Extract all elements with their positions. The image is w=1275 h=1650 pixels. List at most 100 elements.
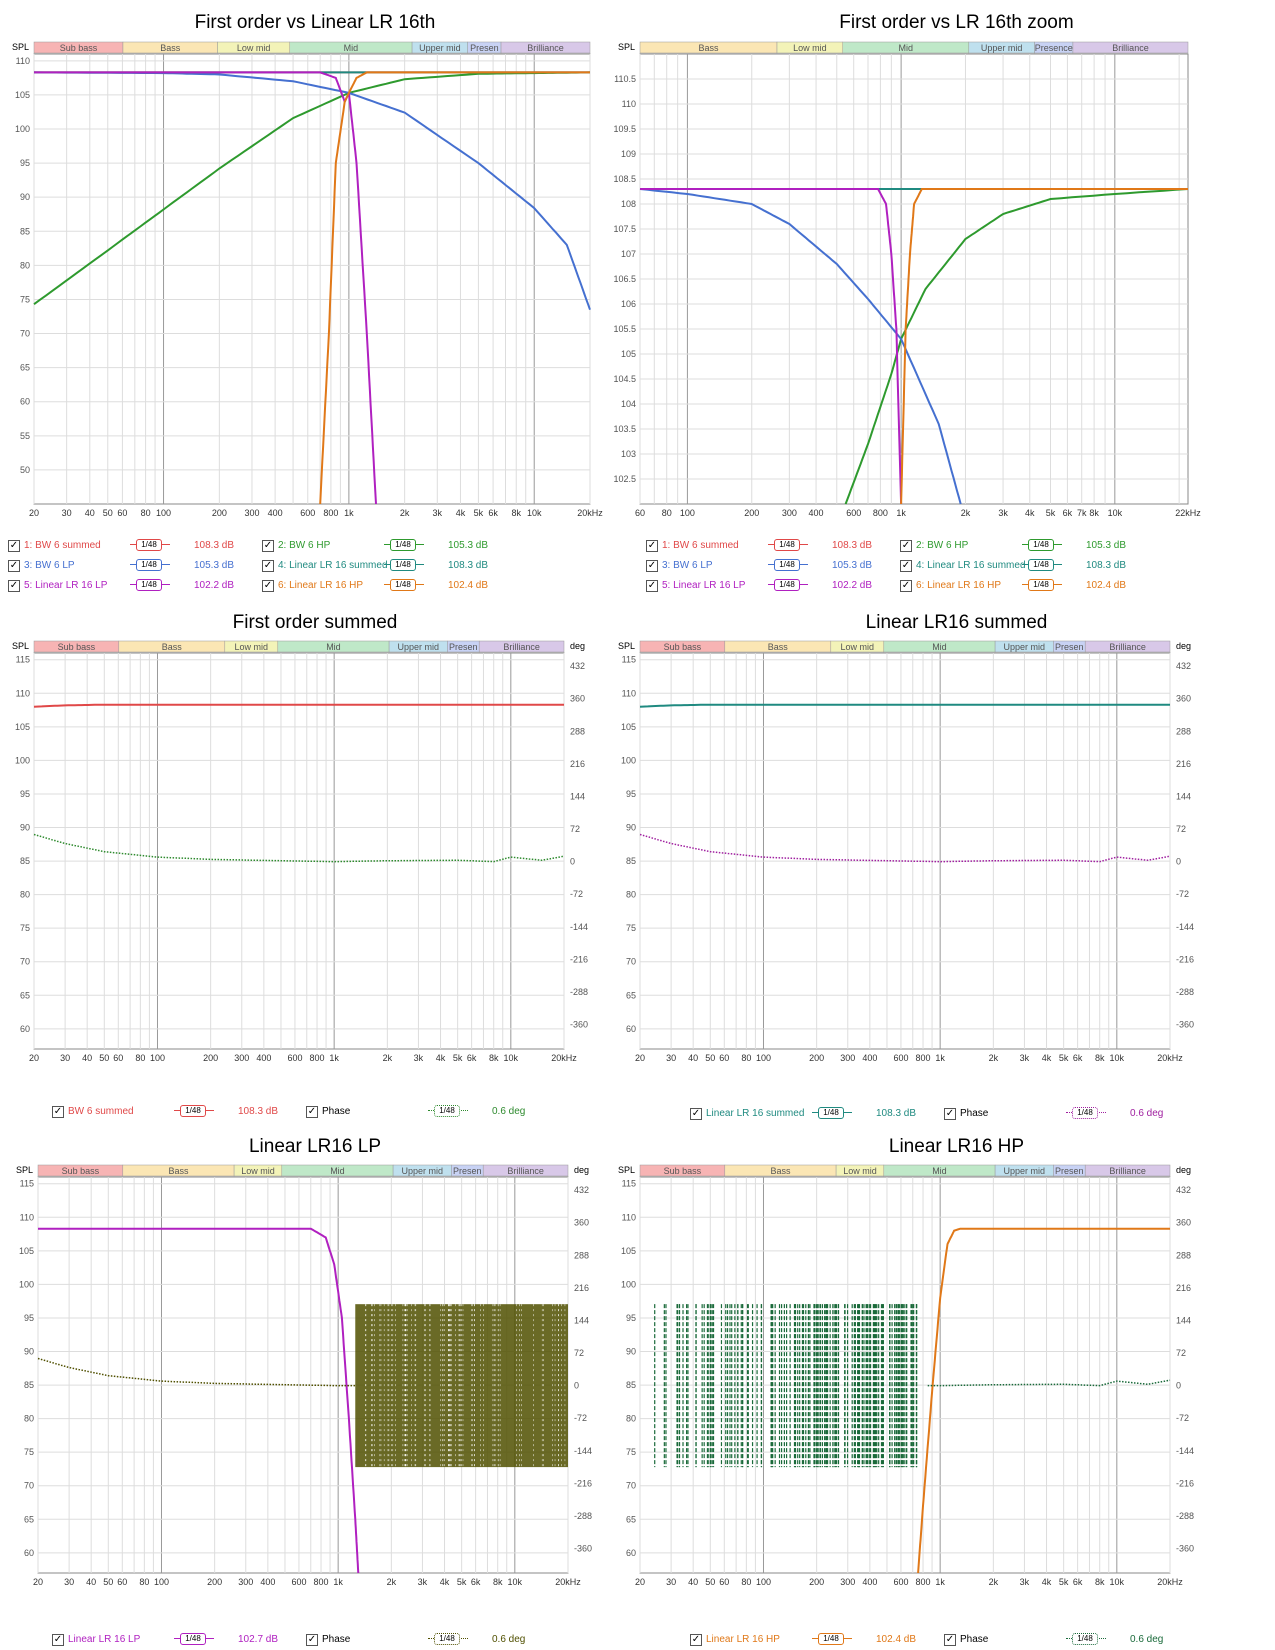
x-tick-label: 20kHz (577, 508, 603, 518)
panel-first-order-vs-lr16-zoom: First order vs LR 16th zoom Bass Low mid M… (613, 0, 1275, 600)
smoothing-badge[interactable]: 1/48 (434, 1633, 460, 1645)
band-label: Upper mid (1003, 642, 1045, 652)
smoothing-badge[interactable]: 1/48 (390, 559, 416, 571)
legend-item[interactable]: ✓ 4: Linear LR 16 summed 1/48 108.3 dB (900, 559, 1150, 576)
x-tick-label: 50 (103, 508, 113, 518)
smoothing-badge[interactable]: 1/48 (774, 579, 800, 591)
chart-svg-1: Bass Low mid Mid Upper mid Presence Brillianc… (613, 41, 1201, 518)
legend-checkbox[interactable]: ✓ (262, 560, 274, 572)
legend-checkbox[interactable]: ✓ (900, 560, 912, 572)
legend-item[interactable]: ✓ 1: BW 6 summed 1/48 108.3 dB (8, 539, 258, 556)
legend-checkbox[interactable]: ✓ (8, 560, 20, 572)
smoothing-badge[interactable]: 1/48 (1028, 539, 1054, 551)
smoothing-badge[interactable]: 1/48 (434, 1105, 460, 1117)
legend-value: 0.6 deg (1130, 1108, 1164, 1119)
legend-checkbox[interactable]: ✓ (690, 1108, 702, 1120)
y-axis-label: SPL (12, 641, 29, 651)
panel-linear-lr16-hp: Linear LR16 HP Sub bass Bass Low mid Mid Upp… (618, 1126, 1275, 1650)
y2-tick-label: -216 (1176, 1478, 1194, 1488)
x-tick-label: 8k (1095, 1577, 1105, 1587)
smoothing-badge[interactable]: 1/48 (774, 559, 800, 571)
y-tick-label: 105.5 (613, 324, 636, 334)
legend-checkbox[interactable]: ✓ (646, 540, 658, 552)
legend-item[interactable]: ✓ 6: Linear LR 16 HP 1/48 102.4 dB (900, 579, 1150, 596)
smoothing-badge[interactable]: 1/48 (1028, 579, 1054, 591)
legend-checkbox[interactable]: ✓ (306, 1634, 318, 1646)
x-tick-label: 800 (314, 1577, 329, 1587)
x-tick-label: 20 (635, 1053, 645, 1063)
legend-item[interactable]: ✓ Linear LR 16 LP 1/48 102.7 dB (52, 1633, 302, 1650)
legend-checkbox[interactable]: ✓ (262, 580, 274, 592)
legend-checkbox[interactable]: ✓ (646, 560, 658, 572)
x-tick-label: 8k (1095, 1053, 1105, 1063)
y-tick-label: 115 (622, 655, 636, 665)
band-label: Low mid (241, 1166, 275, 1176)
smoothing-badge[interactable]: 1/48 (1072, 1107, 1098, 1119)
legend-item[interactable]: ✓ 2: BW 6 HP 1/48 105.3 dB (262, 539, 512, 556)
legend-checkbox[interactable]: ✓ (52, 1106, 64, 1118)
y2-tick-label: 72 (1176, 824, 1186, 834)
legend-item[interactable]: ✓ 3: BW 6 LP 1/48 105.3 dB (646, 559, 896, 576)
smoothing-badge[interactable]: 1/48 (1072, 1633, 1098, 1645)
smoothing-badge[interactable]: 1/48 (136, 539, 162, 551)
smoothing-badge[interactable]: 1/48 (180, 1633, 206, 1645)
chart-title: First order summed (232, 612, 398, 633)
legend-checkbox[interactable]: ✓ (8, 580, 20, 592)
legend-checkbox[interactable]: ✓ (262, 540, 274, 552)
y-tick-label: 95 (20, 789, 30, 799)
y-tick-label: 105 (15, 722, 30, 732)
band-label: Mid (932, 642, 947, 652)
x-tick-label: 50 (705, 1053, 715, 1063)
smoothing-badge[interactable]: 1/48 (818, 1633, 844, 1645)
legend-item[interactable]: ✓ Phase 1/48 0.6 deg (944, 1633, 1194, 1650)
y-tick-label: 104.5 (613, 374, 636, 384)
legend-item[interactable]: ✓ Phase 1/48 0.6 deg (944, 1107, 1194, 1124)
y2-tick-label: -144 (570, 922, 588, 932)
legend-item[interactable]: ✓ BW 6 summed 1/48 108.3 dB (52, 1105, 302, 1122)
smoothing-badge[interactable]: 1/48 (180, 1105, 206, 1117)
x-tick-label: 6k (488, 508, 498, 518)
legend-checkbox[interactable]: ✓ (8, 540, 20, 552)
legend-item[interactable]: ✓ Phase 1/48 0.6 deg (306, 1633, 556, 1650)
smoothing-badge[interactable]: 1/48 (774, 539, 800, 551)
y-tick-label: 110 (16, 688, 30, 698)
legend-checkbox[interactable]: ✓ (944, 1108, 956, 1120)
y2-tick-label: 432 (1176, 1185, 1191, 1195)
legend-item[interactable]: ✓ 3: BW 6 LP 1/48 105.3 dB (8, 559, 258, 576)
legend-item[interactable]: ✓ Phase 1/48 0.6 deg (306, 1105, 556, 1122)
legend-checkbox[interactable]: ✓ (944, 1634, 956, 1646)
y-tick-label: 105 (15, 90, 30, 100)
y-tick-label: 115 (20, 1179, 34, 1189)
legend-item[interactable]: ✓ 2: BW 6 HP 1/48 105.3 dB (900, 539, 1150, 556)
legend-checkbox[interactable]: ✓ (306, 1106, 318, 1118)
smoothing-badge[interactable]: 1/48 (390, 539, 416, 551)
legend-checkbox[interactable]: ✓ (900, 540, 912, 552)
chart-title: First order vs Linear LR 16th (194, 12, 436, 33)
legend-label: Linear LR 16 LP (68, 1634, 141, 1645)
legend-checkbox[interactable]: ✓ (900, 580, 912, 592)
legend-checkbox[interactable]: ✓ (52, 1634, 64, 1646)
smoothing-badge[interactable]: 1/48 (1028, 559, 1054, 571)
legend-value: 108.3 dB (832, 540, 873, 551)
legend-checkbox[interactable]: ✓ (690, 1634, 702, 1646)
x-tick-label: 80 (141, 508, 151, 518)
legend-value: 102.7 dB (238, 1634, 279, 1645)
legend-item[interactable]: ✓ 5: Linear LR 16 LP 1/48 102.2 dB (646, 579, 896, 596)
legend-item[interactable]: ✓ 6: Linear LR 16 HP 1/48 102.4 dB (262, 579, 512, 596)
smoothing-badge[interactable]: 1/48 (136, 579, 162, 591)
legend-item[interactable]: ✓ 5: Linear LR 16 LP 1/48 102.2 dB (8, 579, 258, 596)
smoothing-badge[interactable]: 1/48 (390, 579, 416, 591)
legend-checkbox[interactable]: ✓ (646, 580, 658, 592)
smoothing-badge[interactable]: 1/48 (818, 1107, 844, 1119)
band-label: Mid (344, 43, 359, 53)
band-label: Presen (470, 43, 499, 53)
y-tick-label: 75 (626, 923, 636, 933)
y-tick-label: 85 (626, 1380, 636, 1390)
legend-item[interactable]: ✓ Linear LR 16 HP 1/48 102.4 dB (690, 1633, 940, 1650)
legend-item[interactable]: ✓ 4: Linear LR 16 summed 1/48 108.3 dB (262, 559, 512, 576)
y-tick-label: 70 (626, 957, 636, 967)
legend-item[interactable]: ✓ Linear LR 16 summed 1/48 108.3 dB (690, 1107, 940, 1124)
smoothing-badge[interactable]: 1/48 (136, 559, 162, 571)
legend-item[interactable]: ✓ 1: BW 6 summed 1/48 108.3 dB (646, 539, 896, 556)
y-tick-label: 105 (19, 1246, 34, 1256)
